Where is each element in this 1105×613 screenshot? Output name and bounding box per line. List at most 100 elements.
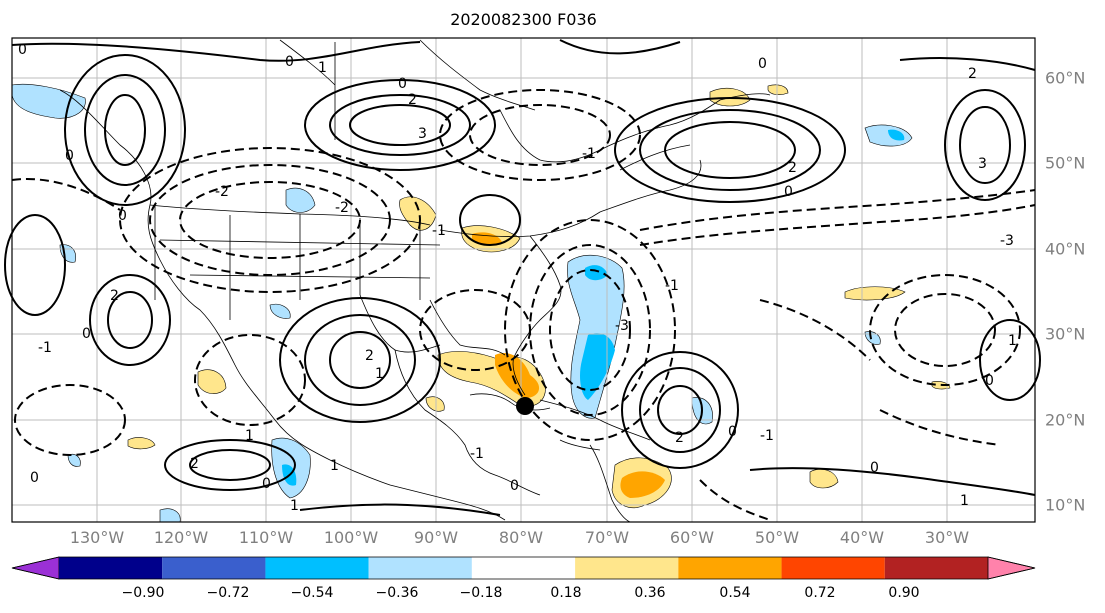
colorbar-extend-high [987, 556, 1036, 580]
colorbar-extend-low [11, 556, 60, 580]
shade-orange-gulf [495, 352, 540, 398]
lon-label: 70°W [584, 528, 630, 547]
contour-label: -2 [215, 184, 229, 200]
lat-label: 60°N [1045, 68, 1086, 88]
shade-yellow-small2 [767, 84, 789, 95]
contour-label: 0 [728, 424, 737, 440]
contour-label: -1 [665, 278, 679, 294]
storm-location-marker [516, 397, 534, 415]
colorbar-segment [884, 557, 988, 579]
lat-label: 50°N [1045, 153, 1086, 173]
contour-label: -1 [760, 428, 774, 444]
contour-label: -3 [1000, 233, 1014, 249]
shade-orange-greatlakes [472, 232, 502, 246]
contour-label: 0 [30, 470, 39, 486]
contour-label: 0 [118, 208, 127, 224]
colorbar-tick-label: 0.18 [550, 585, 582, 601]
colorbar-segment [678, 557, 782, 579]
shade-yellow-atl2 [809, 469, 839, 489]
contour-label: 1 [960, 493, 969, 509]
lat-label: 20°N [1045, 410, 1086, 430]
lon-label: 50°W [754, 528, 800, 547]
lon-label: 130°W [69, 528, 125, 547]
lon-label: 90°W [413, 528, 459, 547]
colorbar-outline [11, 556, 1036, 580]
coastlines [59, 39, 771, 523]
map-frame [11, 37, 1036, 523]
contour-label: 1 [375, 366, 384, 382]
shade-blue-small5 [67, 453, 81, 467]
shade-blue-small3 [269, 303, 291, 319]
shade-yellow-midatl [844, 286, 906, 301]
lon-label: 120°W [153, 528, 209, 547]
gridlines [12, 38, 1035, 522]
contour-label: -1 [38, 340, 52, 356]
lon-label: 30°W [924, 528, 970, 547]
contours-negative [11, 89, 1036, 521]
lat-label: 10°N [1045, 495, 1086, 515]
contour-label: 1 [1008, 333, 1017, 349]
contour-label: 0 [18, 42, 27, 58]
contour-label: 2 [788, 160, 797, 176]
colorbar-tick-label: −0.54 [290, 585, 334, 601]
contour-label: 0 [82, 326, 91, 342]
shade-blue-north-atlantic [864, 124, 913, 147]
colorbar-segment [59, 557, 163, 579]
shade-yellow-small [425, 396, 445, 412]
shade-blue-plains [285, 187, 316, 213]
shade-deep-blue-na [888, 129, 905, 141]
contour-label: 2 [675, 430, 684, 446]
colorbar-segment [265, 557, 369, 579]
colorbar-tick-label: 0.90 [888, 585, 920, 601]
shade-deep-blue-nc [585, 265, 608, 281]
map-title: 2020082300 F036 [450, 10, 597, 29]
contour-label: 0 [784, 184, 793, 200]
shade-yellow-canada [399, 196, 437, 231]
colorbar-segment [162, 557, 266, 579]
contour-label: 1 [245, 428, 254, 444]
colorbar-tick-label: 0.72 [804, 585, 836, 601]
colorbar-segment [471, 557, 576, 579]
colorbar [11, 556, 1036, 580]
contour-label: 0 [65, 148, 74, 164]
contour-label: -2 [335, 200, 349, 216]
contour-label: 0 [262, 476, 271, 492]
contour-label: -1 [582, 146, 596, 162]
contour-label: 2 [968, 66, 977, 82]
contour-label: 2 [408, 92, 417, 108]
shade-yellow-pacific [127, 437, 156, 450]
lon-label: 100°W [323, 528, 379, 547]
lat-label: 30°N [1045, 324, 1086, 344]
contour-label: 0 [758, 56, 767, 72]
contour-label: -1 [432, 223, 446, 239]
shade-yellow-mexico [197, 369, 227, 394]
colorbar-tick-label: −0.90 [121, 585, 165, 601]
shade-blue-small4 [159, 508, 181, 523]
shade-deep-blue-gulf-stream [580, 333, 615, 400]
contours-positive [4, 39, 1041, 516]
contour-label: 3 [418, 126, 427, 142]
lon-label: 40°W [839, 528, 885, 547]
lon-label: 110°W [238, 528, 294, 547]
contour-label: 0 [985, 373, 994, 389]
colorbar-tick-label: −0.36 [375, 585, 419, 601]
contour-label: 2 [365, 348, 374, 364]
anomaly-shading [11, 83, 951, 523]
contour-label: 0 [398, 76, 407, 92]
contour-label: 1 [330, 458, 339, 474]
contour-label: 1 [290, 498, 299, 514]
colorbar-tick-label: −0.72 [206, 585, 250, 601]
lon-label: 80°W [498, 528, 544, 547]
lat-label: 40°N [1045, 239, 1086, 259]
shade-orange-caribbean [620, 471, 665, 498]
contour-label: 0 [870, 460, 879, 476]
contour-label: -3 [615, 318, 629, 334]
contour-label: 2 [110, 288, 119, 304]
colorbar-tick-label: 0.36 [634, 585, 666, 601]
colorbar-tick-label: −0.18 [459, 585, 503, 601]
contour-label: 0 [285, 54, 294, 70]
contour-label: 0 [510, 478, 519, 494]
colorbar-segment [781, 557, 885, 579]
contour-label: -1 [470, 446, 484, 462]
